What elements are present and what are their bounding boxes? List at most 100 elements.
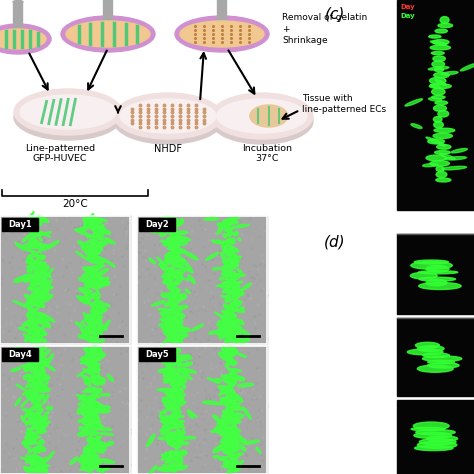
Ellipse shape xyxy=(30,283,41,286)
Ellipse shape xyxy=(32,461,38,465)
Ellipse shape xyxy=(218,385,230,392)
Ellipse shape xyxy=(24,296,32,307)
Ellipse shape xyxy=(232,291,239,297)
Ellipse shape xyxy=(85,351,96,356)
Ellipse shape xyxy=(165,379,172,382)
Ellipse shape xyxy=(18,328,28,331)
Ellipse shape xyxy=(182,362,192,366)
Ellipse shape xyxy=(221,328,233,336)
Ellipse shape xyxy=(219,321,228,328)
Ellipse shape xyxy=(227,359,236,365)
Ellipse shape xyxy=(84,380,91,386)
Ellipse shape xyxy=(83,295,91,300)
Ellipse shape xyxy=(35,466,44,472)
Ellipse shape xyxy=(166,237,178,244)
Ellipse shape xyxy=(95,394,100,398)
Ellipse shape xyxy=(157,388,171,391)
Ellipse shape xyxy=(231,255,236,260)
Ellipse shape xyxy=(92,309,103,315)
Ellipse shape xyxy=(92,261,103,264)
Ellipse shape xyxy=(90,274,100,283)
Ellipse shape xyxy=(165,323,178,329)
Ellipse shape xyxy=(28,378,33,382)
Ellipse shape xyxy=(15,347,21,350)
Ellipse shape xyxy=(27,259,36,264)
Ellipse shape xyxy=(91,388,102,397)
Ellipse shape xyxy=(414,432,452,438)
Ellipse shape xyxy=(96,220,100,225)
Ellipse shape xyxy=(83,312,90,322)
Ellipse shape xyxy=(33,405,41,408)
Ellipse shape xyxy=(176,464,183,470)
Ellipse shape xyxy=(171,321,181,332)
Ellipse shape xyxy=(171,375,183,380)
Ellipse shape xyxy=(36,447,40,450)
Ellipse shape xyxy=(432,61,445,67)
Ellipse shape xyxy=(178,356,184,360)
Ellipse shape xyxy=(202,401,217,404)
Ellipse shape xyxy=(174,289,180,293)
Ellipse shape xyxy=(166,407,180,410)
Ellipse shape xyxy=(169,259,183,264)
Ellipse shape xyxy=(45,265,49,270)
Ellipse shape xyxy=(88,415,93,419)
Ellipse shape xyxy=(86,250,94,255)
Ellipse shape xyxy=(90,242,103,247)
Ellipse shape xyxy=(224,386,227,390)
Ellipse shape xyxy=(230,338,237,344)
Ellipse shape xyxy=(101,339,104,342)
Ellipse shape xyxy=(86,353,95,361)
Ellipse shape xyxy=(96,445,107,449)
Ellipse shape xyxy=(423,164,438,167)
Ellipse shape xyxy=(32,363,45,371)
Ellipse shape xyxy=(79,427,89,432)
Ellipse shape xyxy=(227,448,234,453)
Ellipse shape xyxy=(89,363,97,370)
Ellipse shape xyxy=(46,406,53,410)
Ellipse shape xyxy=(33,465,46,472)
Ellipse shape xyxy=(25,337,28,342)
Ellipse shape xyxy=(86,270,99,275)
Ellipse shape xyxy=(162,274,175,278)
Ellipse shape xyxy=(88,452,97,460)
Ellipse shape xyxy=(182,437,196,439)
Ellipse shape xyxy=(185,289,190,293)
Ellipse shape xyxy=(83,468,93,474)
Ellipse shape xyxy=(30,460,36,465)
Ellipse shape xyxy=(178,369,189,374)
Ellipse shape xyxy=(163,225,175,237)
Ellipse shape xyxy=(99,281,109,283)
Ellipse shape xyxy=(93,459,98,463)
Ellipse shape xyxy=(89,432,100,436)
Ellipse shape xyxy=(28,224,35,227)
Ellipse shape xyxy=(173,258,178,261)
Ellipse shape xyxy=(15,397,21,406)
Ellipse shape xyxy=(242,283,251,290)
Ellipse shape xyxy=(167,465,176,470)
Ellipse shape xyxy=(27,362,43,365)
Ellipse shape xyxy=(174,410,178,414)
Ellipse shape xyxy=(70,457,78,465)
Ellipse shape xyxy=(162,358,168,364)
Ellipse shape xyxy=(230,301,242,306)
Ellipse shape xyxy=(227,308,233,312)
Ellipse shape xyxy=(175,259,179,264)
Ellipse shape xyxy=(88,294,98,297)
Ellipse shape xyxy=(176,439,183,442)
Ellipse shape xyxy=(232,224,249,228)
Ellipse shape xyxy=(173,463,182,467)
Ellipse shape xyxy=(232,405,240,409)
Ellipse shape xyxy=(223,449,233,455)
Ellipse shape xyxy=(175,465,188,470)
Bar xyxy=(0,346,130,474)
Ellipse shape xyxy=(228,221,234,224)
Ellipse shape xyxy=(93,246,103,251)
Ellipse shape xyxy=(37,369,45,374)
Ellipse shape xyxy=(437,145,451,149)
Ellipse shape xyxy=(220,433,224,436)
Ellipse shape xyxy=(226,469,236,474)
Ellipse shape xyxy=(172,353,178,356)
Ellipse shape xyxy=(228,469,235,473)
Ellipse shape xyxy=(172,271,181,279)
Ellipse shape xyxy=(105,238,115,244)
